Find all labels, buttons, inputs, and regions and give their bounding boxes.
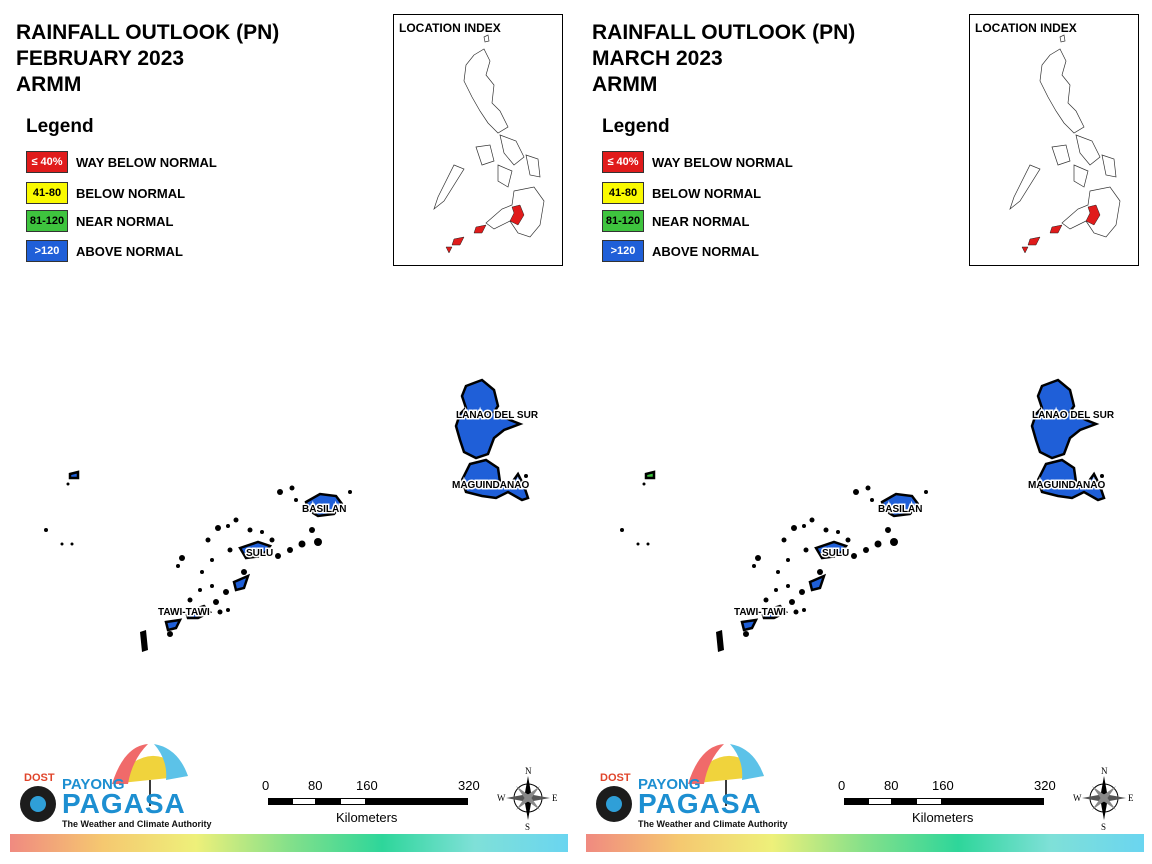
armm-map: LANAO DEL SUR MAGUINDANAO BASILAN SULU T… [620,378,1116,652]
label-tawi-tawi: TAWI-TAWI [734,607,786,618]
gradient-footer [586,834,1144,852]
compass-w: W [497,793,506,803]
umbrella-icon [20,744,188,822]
lanao-del-sur-region [1030,378,1100,460]
scale-tick: 80 [308,778,323,793]
legend-item-below: 41-80 BELOW NORMAL [26,181,185,205]
map-title: RAINFALL OUTLOOK (PN) MARCH 2023 ARMM [592,20,855,98]
compass-n: N [525,766,532,776]
legend-heading: Legend [26,116,94,137]
logo-payong: PAYONG [62,776,125,793]
legend-label: ABOVE NORMAL [76,243,183,259]
logo-pagasa: PAGASA [62,788,186,819]
legend-swatch: 41-80 [26,182,68,204]
legend-swatch: >120 [602,240,644,262]
scale-tick: 160 [932,778,954,793]
label-tawi-tawi: TAWI-TAWI [158,607,210,618]
title-region: ARMM [16,73,82,96]
legend-swatch: ≤ 40% [26,151,68,173]
lanao-del-sur-region [454,378,524,460]
legend-item-way-below: ≤ 40% WAY BELOW NORMAL [26,150,217,174]
maguindanao-region [460,458,530,502]
legend-swatch: 41-80 [602,182,644,204]
label-sulu: SULU [822,548,849,559]
map-title: RAINFALL OUTLOOK (PN) FEBRUARY 2023 ARMM [16,20,279,98]
legend-label: ABOVE NORMAL [652,243,759,259]
logo-tagline: The Weather and Climate Authority [638,819,788,829]
scale-tick: 160 [356,778,378,793]
panel-february: RAINFALL OUTLOOK (PN) FEBRUARY 2023 ARMM… [10,14,568,852]
title-line-1: RAINFALL OUTLOOK (PN) [16,21,280,44]
title-region: ARMM [592,73,658,96]
panel-march: RAINFALL OUTLOOK (PN) MARCH 2023 ARMM Le… [576,0,1152,864]
logo-dost: DOST [600,772,631,784]
legend-label: WAY BELOW NORMAL [652,154,793,170]
pagasa-logo: DOST PAYONG PAGASA The Weather and Clima… [592,740,788,832]
legend-item-near: 81-120 NEAR NORMAL [602,209,750,233]
umbrella-icon [596,744,764,822]
logo-tagline: The Weather and Climate Authority [62,819,212,829]
philippines-outline [1009,34,1121,254]
location-index-map: LOCATION INDEX [393,14,563,266]
label-sulu: SULU [246,548,273,559]
label-basilan: BASILAN [878,504,922,515]
scale-tick: 320 [458,778,480,793]
scale-bar: 0 80 160 320 Kilometers [262,776,492,826]
legend-item-above: >120 ABOVE NORMAL [26,239,183,263]
scale-tick: 80 [884,778,899,793]
legend-item-below: 41-80 BELOW NORMAL [602,181,761,205]
armm-highlight [1021,204,1101,254]
legend-item-near: 81-120 NEAR NORMAL [26,209,174,233]
gradient-footer [10,834,568,852]
legend-label: NEAR NORMAL [652,213,750,229]
legend-swatch: 81-120 [602,210,644,232]
location-index-title: LOCATION INDEX [399,21,501,35]
legend-heading: Legend [602,116,670,137]
armm-map: LANAO DEL SUR MAGUINDANAO BASILAN SULU T… [44,378,540,652]
compass-rose-icon: N S E W [1072,766,1136,832]
basilan-region [880,492,920,518]
label-maguindanao: MAGUINDANAO [452,480,529,491]
label-lanao-del-sur: LANAO DEL SUR [1032,410,1115,421]
scale-tick: 0 [262,778,270,793]
location-index-title: LOCATION INDEX [975,21,1077,35]
compass-s: S [525,822,530,830]
label-basilan: BASILAN [302,504,346,515]
legend-swatch: >120 [26,240,68,262]
legend-swatch: ≤ 40% [602,151,644,173]
scale-bar: 0 80 160 320 Kilometers [838,776,1068,826]
legend-swatch: 81-120 [26,210,68,232]
title-month: FEBRUARY 2023 [16,47,185,70]
compass-w: W [1073,793,1082,803]
maguindanao-region [1036,458,1106,502]
legend-label: BELOW NORMAL [652,185,762,201]
logo-dost: DOST [24,772,55,784]
title-line-1: RAINFALL OUTLOOK (PN) [592,21,856,44]
compass-s: S [1101,822,1106,830]
legend-label: BELOW NORMAL [76,185,186,201]
compass-n: N [1101,766,1108,776]
legend-label: WAY BELOW NORMAL [76,154,217,170]
legend-item-way-below: ≤ 40% WAY BELOW NORMAL [602,150,793,174]
scale-unit: Kilometers [912,810,974,825]
scale-tick: 0 [838,778,846,793]
compass-e: E [552,793,558,803]
compass-e: E [1128,793,1134,803]
logo-payong: PAYONG [638,776,701,793]
label-maguindanao: MAGUINDANAO [1028,480,1105,491]
scale-tick: 320 [1034,778,1056,793]
location-index-map: LOCATION INDEX [969,14,1139,266]
compass-rose-icon: N S E W [496,766,560,832]
label-lanao-del-sur: LANAO DEL SUR [456,410,539,421]
basilan-region [304,492,344,518]
scale-unit: Kilometers [336,810,398,825]
logo-pagasa: PAGASA [638,788,762,819]
legend-label: NEAR NORMAL [76,213,174,229]
philippines-outline [433,34,545,254]
armm-highlight [445,204,525,254]
title-month: MARCH 2023 [592,47,723,70]
legend-item-above: >120 ABOVE NORMAL [602,239,759,263]
pagasa-logo: DOST PAYONG PAGASA The Weather and Clima… [16,740,212,832]
near-normal-islet [644,470,656,480]
